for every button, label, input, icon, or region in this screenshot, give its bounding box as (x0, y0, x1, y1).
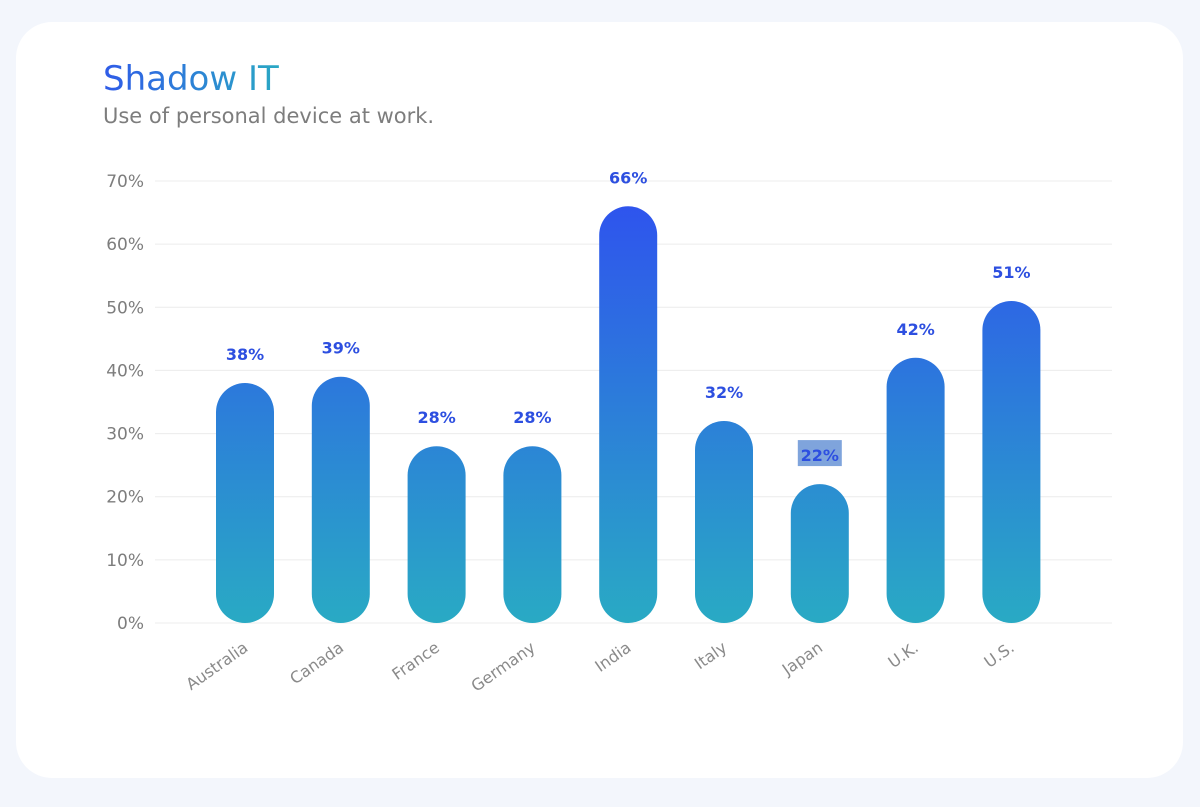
category-label: U.K. (884, 638, 921, 672)
value-label: 28% (417, 408, 455, 427)
bar-uk (886, 357, 945, 623)
category-label: India (591, 638, 634, 676)
bar-india (599, 206, 658, 623)
category-label: Australia (182, 638, 251, 694)
bar-japan (790, 484, 849, 623)
value-label: 28% (513, 408, 551, 427)
y-tick-label: 30% (106, 425, 144, 445)
value-label: 66% (609, 168, 647, 187)
bar-germany (503, 446, 562, 623)
category-label: France (388, 638, 442, 684)
chart-subtitle: Use of personal device at work. (103, 104, 435, 128)
y-tick-label: 0% (117, 614, 144, 634)
value-label: 39% (322, 339, 360, 358)
value-label: 22% (801, 446, 839, 465)
y-tick-label: 40% (106, 361, 144, 381)
y-tick-label: 50% (106, 298, 144, 318)
bar-australia (216, 383, 274, 623)
value-label: 38% (226, 345, 264, 364)
value-label: 32% (705, 383, 743, 402)
bar-canada (311, 376, 370, 623)
category-label: Germany (468, 638, 539, 696)
category-label: Japan (778, 638, 826, 680)
bar-italy (695, 420, 753, 623)
category-label: U.S. (981, 638, 1018, 672)
value-label-highlight (797, 440, 842, 467)
value-label: 51% (992, 263, 1030, 282)
y-tick-label: 70% (106, 172, 144, 192)
category-labels: Australia Canada France Germany India Italy Ja… (182, 638, 1017, 696)
y-tick-label: 10% (106, 551, 144, 571)
value-labels: 38% 39% 28% 28% 66% 32% 22% 42% 51% (226, 168, 1031, 467)
bar-france (407, 446, 466, 623)
category-label: Canada (286, 638, 347, 688)
bars (216, 206, 1041, 623)
y-tick-label: 20% (106, 488, 144, 508)
category-label: Italy (691, 638, 730, 673)
y-tick-label: 60% (106, 235, 144, 255)
chart-title: Shadow IT (103, 59, 279, 99)
value-label: 42% (896, 320, 934, 339)
bar-us (982, 300, 1041, 623)
y-axis-ticks: 0% 10% 20% 30% 40% 50% 60% 70% (106, 172, 144, 634)
